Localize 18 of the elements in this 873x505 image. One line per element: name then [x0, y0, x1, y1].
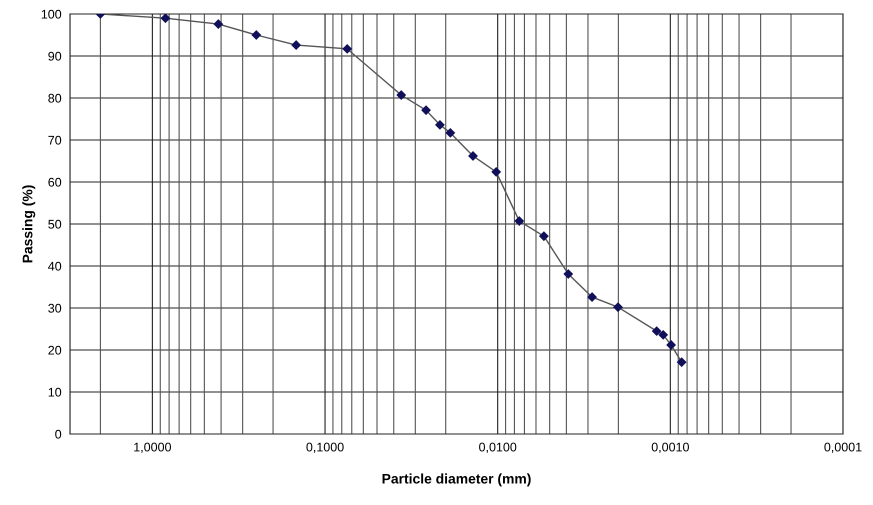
x-tick-label: 0,0001 — [824, 442, 862, 453]
x-axis-title: Particle diameter (mm) — [382, 473, 531, 486]
x-tick-label: 0,0100 — [479, 442, 516, 453]
y-tick-label: 20 — [48, 346, 62, 355]
y-tick-label: 70 — [48, 136, 62, 145]
y-tick-label: 50 — [48, 220, 62, 229]
x-tick-label: 0,0010 — [652, 442, 689, 453]
y-tick-label: 80 — [48, 94, 62, 103]
y-tick-label: 60 — [48, 178, 62, 187]
y-tick-label: 30 — [48, 304, 62, 313]
y-axis-title: Passing (%) — [22, 185, 36, 262]
x-tick-label: 0,1000 — [306, 442, 344, 453]
y-tick-label: 100 — [42, 10, 62, 19]
y-tick-label: 40 — [48, 262, 62, 271]
y-tick-label: 10 — [48, 388, 62, 397]
y-tick-label: 90 — [48, 52, 62, 61]
y-tick-label: 0 — [55, 430, 62, 439]
x-tick-label: 1,0000 — [134, 442, 172, 453]
